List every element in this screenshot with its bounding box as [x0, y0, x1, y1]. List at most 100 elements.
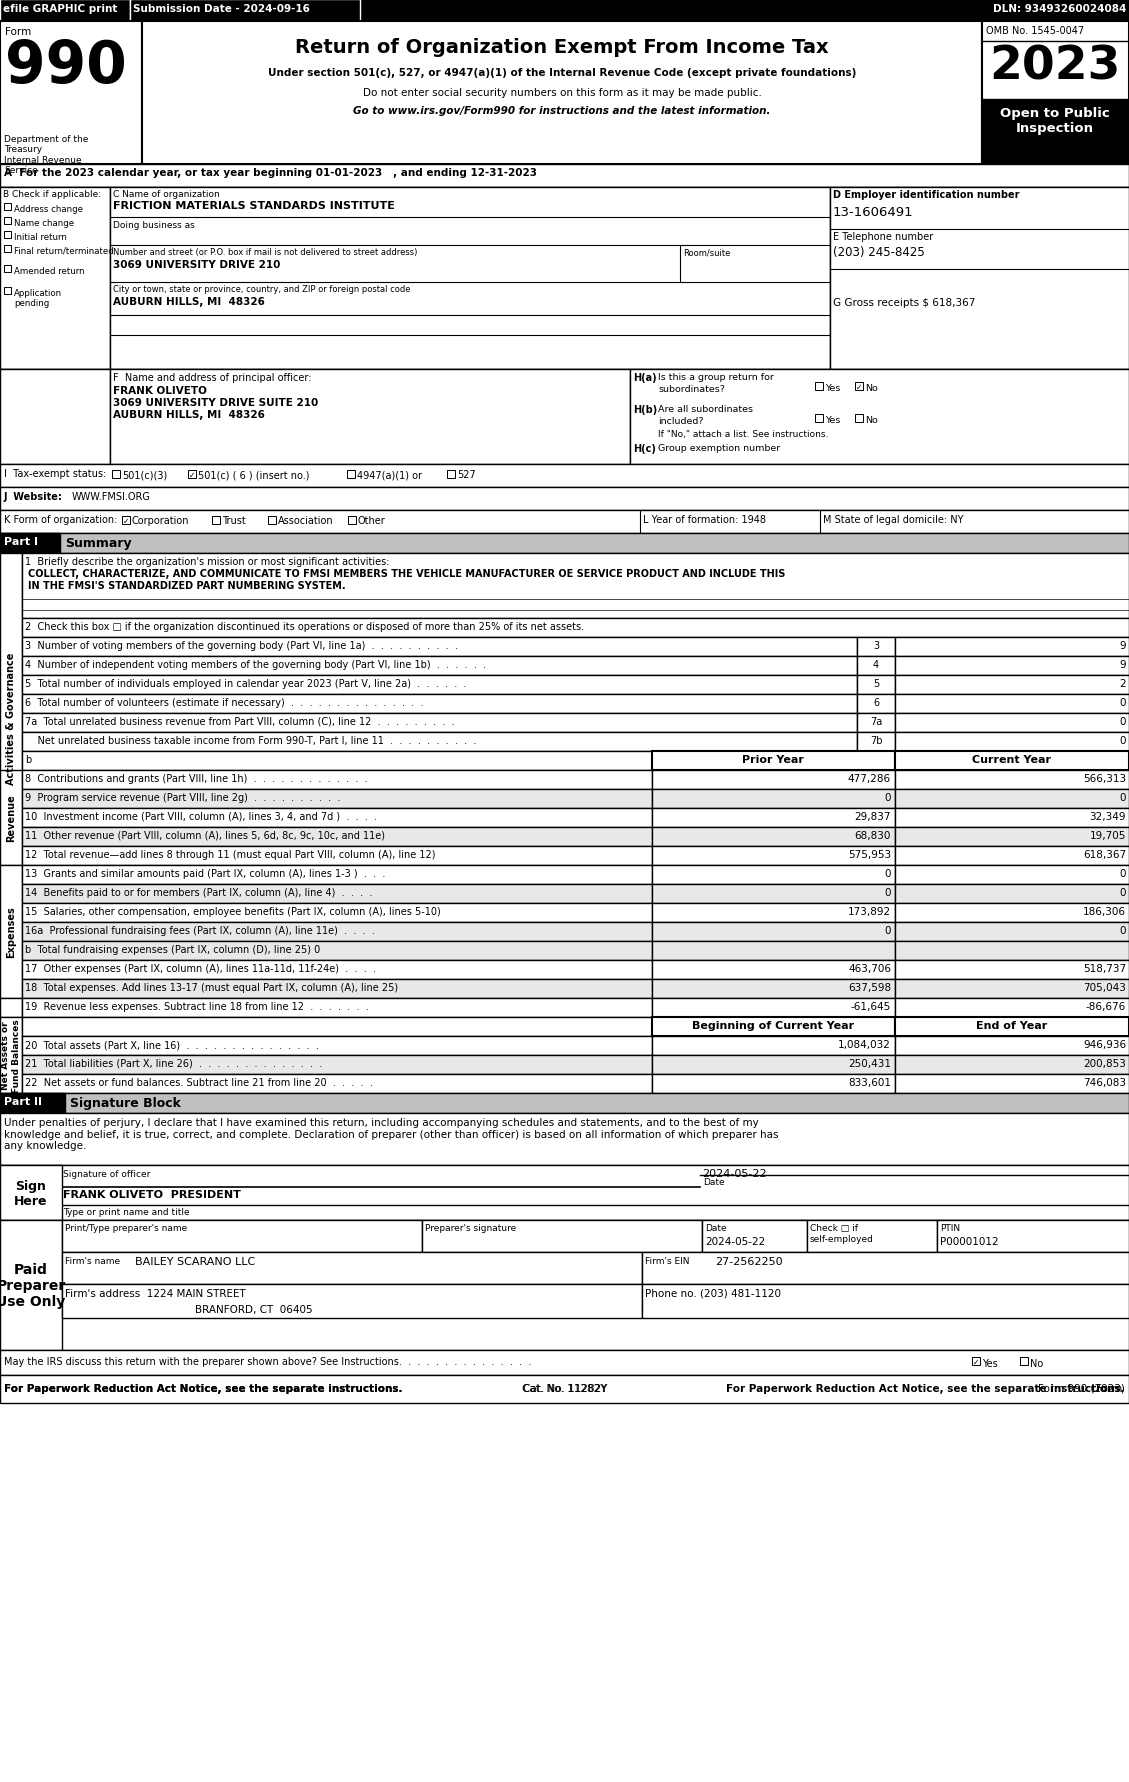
Bar [21, 923, 653, 941]
Text: Cat. No. 11282Y: Cat. No. 11282Y [523, 1383, 607, 1394]
Text: No: No [1030, 1358, 1043, 1369]
Bar [895, 809, 1129, 827]
Bar [21, 941, 653, 960]
Bar [653, 960, 895, 980]
Text: 0: 0 [1120, 925, 1126, 936]
Bar [0, 1114, 1129, 1165]
Text: 501(c) ( 6 ) (insert no.): 501(c) ( 6 ) (insert no.) [198, 470, 309, 479]
Text: Net unrelated business taxable income from Form 990-T, Part I, line 11  .  .  . : Net unrelated business taxable income fr… [25, 736, 476, 745]
Text: 5  Total number of individuals employed in calendar year 2023 (Part V, line 2a) : 5 Total number of individuals employed i… [25, 679, 466, 688]
Bar [0, 1351, 1129, 1376]
Bar [895, 941, 1129, 960]
Text: 3069 UNIVERSITY DRIVE SUITE 210: 3069 UNIVERSITY DRIVE SUITE 210 [113, 397, 318, 408]
Text: 27-2562250: 27-2562250 [715, 1256, 782, 1267]
Text: City or town, state or province, country, and ZIP or foreign postal code: City or town, state or province, country… [113, 285, 411, 294]
Text: Activities & Governance: Activities & Governance [6, 652, 16, 784]
Text: No: No [865, 415, 877, 424]
Bar [982, 21, 1129, 166]
Bar [5, 266, 11, 273]
Text: Association: Association [278, 515, 334, 526]
Text: ✓: ✓ [189, 470, 195, 479]
Bar [21, 656, 857, 675]
Bar [702, 1221, 807, 1253]
Bar [21, 618, 1129, 638]
Text: Room/suite: Room/suite [683, 248, 730, 257]
Text: Department of the
Treasury
Internal Revenue
Service: Department of the Treasury Internal Reve… [5, 135, 88, 175]
Text: Application
pending: Application pending [14, 289, 62, 308]
Bar [21, 752, 653, 770]
Text: 200,853: 200,853 [1083, 1059, 1126, 1069]
Text: Firm's EIN: Firm's EIN [645, 1256, 690, 1265]
Text: 32,349: 32,349 [1089, 811, 1126, 822]
Bar [21, 1018, 653, 1037]
Text: Firm's name: Firm's name [65, 1256, 120, 1265]
Text: FRANK OLIVETO  PRESIDENT: FRANK OLIVETO PRESIDENT [63, 1189, 240, 1199]
Text: Summary: Summary [65, 536, 132, 549]
Bar [110, 371, 630, 465]
Bar [62, 1285, 642, 1319]
Bar [21, 554, 1129, 618]
Bar [895, 638, 1129, 656]
Text: Number and street (or P.O. box if mail is not delivered to street address): Number and street (or P.O. box if mail i… [113, 248, 418, 257]
Bar [653, 923, 895, 941]
Bar [0, 1165, 62, 1221]
Bar [895, 1018, 1129, 1037]
Text: 990: 990 [5, 37, 126, 94]
Bar [0, 554, 21, 884]
Text: F  Name and address of principal officer:: F Name and address of principal officer: [113, 372, 312, 383]
Bar [0, 1094, 1129, 1114]
Text: M State of legal domicile: NY: M State of legal domicile: NY [823, 515, 963, 524]
Bar [653, 752, 895, 770]
Text: Print/Type preparer's name: Print/Type preparer's name [65, 1222, 187, 1233]
Text: 1,084,032: 1,084,032 [838, 1039, 891, 1050]
Text: L Year of formation: 1948: L Year of formation: 1948 [644, 515, 765, 524]
Bar [857, 656, 895, 675]
Bar [21, 884, 653, 903]
Text: 0: 0 [1120, 736, 1126, 745]
Text: Current Year: Current Year [972, 754, 1051, 764]
Text: 618,367: 618,367 [1083, 850, 1126, 859]
Text: 173,892: 173,892 [848, 907, 891, 916]
Bar [0, 465, 1129, 488]
Text: BAILEY SCARANO LLC: BAILEY SCARANO LLC [135, 1256, 255, 1267]
Bar [653, 884, 895, 903]
Bar [642, 1285, 1129, 1319]
Text: Yes: Yes [825, 383, 840, 392]
Bar [653, 1037, 895, 1055]
Text: 0: 0 [884, 793, 891, 802]
Text: 746,083: 746,083 [1083, 1078, 1126, 1087]
Text: Paid
Preparer
Use Only: Paid Preparer Use Only [0, 1262, 65, 1308]
Text: Form 990 (2023): Form 990 (2023) [1039, 1383, 1124, 1394]
Bar [0, 1376, 1129, 1402]
Text: Form: Form [5, 27, 32, 37]
Text: E Telephone number: E Telephone number [833, 232, 934, 242]
Bar [268, 517, 275, 524]
Text: 0: 0 [884, 887, 891, 898]
Text: 0: 0 [1120, 887, 1126, 898]
Text: AUBURN HILLS, MI  48326: AUBURN HILLS, MI 48326 [113, 298, 265, 307]
Bar [0, 511, 1129, 533]
Text: Do not enter social security numbers on this form as it may be made public.: Do not enter social security numbers on … [362, 87, 761, 98]
Text: Firm's address  1224 MAIN STREET: Firm's address 1224 MAIN STREET [65, 1288, 246, 1299]
Text: Is this a group return for: Is this a group return for [658, 372, 773, 381]
Bar [5, 289, 11, 294]
Text: Group exemption number: Group exemption number [658, 444, 780, 453]
Text: 186,306: 186,306 [1083, 907, 1126, 916]
Text: COLLECT, CHARACTERIZE, AND COMMUNICATE TO FMSI MEMBERS THE VEHICLE MANUFACTURER : COLLECT, CHARACTERIZE, AND COMMUNICATE T… [28, 568, 786, 590]
Text: May the IRS discuss this return with the preparer shown above? See Instructions.: May the IRS discuss this return with the… [5, 1356, 532, 1367]
Text: 16a  Professional fundraising fees (Part IX, column (A), line 11e)  .  .  .  .: 16a Professional fundraising fees (Part … [25, 925, 375, 936]
Bar [937, 1221, 1129, 1253]
Bar [895, 903, 1129, 923]
Bar [0, 371, 1129, 465]
Text: Date: Date [704, 1222, 727, 1233]
Text: 21  Total liabilities (Part X, line 26)  .  .  .  .  .  .  .  .  .  .  .  .  .  : 21 Total liabilities (Part X, line 26) .… [25, 1059, 322, 1069]
Bar [21, 1055, 653, 1075]
Bar [653, 998, 895, 1018]
Text: P00001012: P00001012 [940, 1237, 999, 1246]
Text: Are all subordinates: Are all subordinates [658, 405, 753, 413]
Bar [857, 638, 895, 656]
Bar [895, 827, 1129, 846]
Text: 13  Grants and similar amounts paid (Part IX, column (A), lines 1-3 )  .  .  .: 13 Grants and similar amounts paid (Part… [25, 868, 385, 879]
Bar [142, 21, 982, 166]
Text: efile GRAPHIC print: efile GRAPHIC print [3, 4, 117, 14]
